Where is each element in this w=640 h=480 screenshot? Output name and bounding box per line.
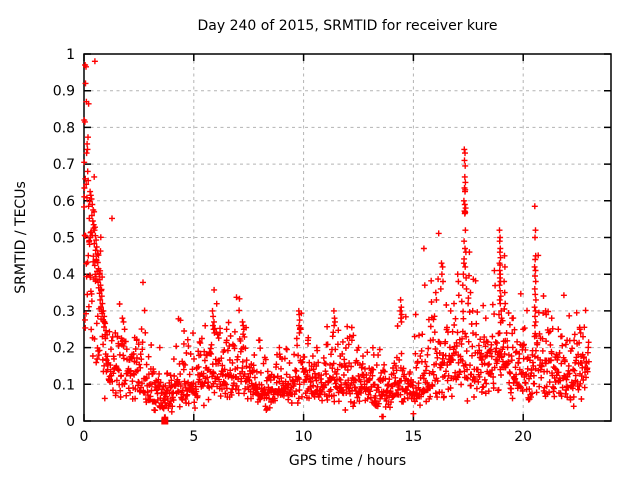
y-tick-label: 0.6 [53, 194, 75, 210]
y-tick-label: 0.4 [53, 267, 75, 283]
y-tick-label: 0.1 [53, 377, 75, 393]
chart-title: Day 240 of 2015, SRMTID for receiver kur… [197, 18, 497, 34]
y-tick-label: 0.8 [53, 120, 75, 136]
scatter-points [81, 58, 592, 425]
y-tick-label: 1 [66, 47, 75, 63]
y-tick-label: 0.9 [53, 84, 75, 100]
x-tick-label: 5 [189, 429, 198, 445]
x-tick-label: 15 [404, 429, 422, 445]
x-tick-label: 0 [80, 429, 89, 445]
y-tick-label: 0.7 [53, 157, 75, 173]
y-tick-label: 0 [66, 414, 75, 430]
grid-lines [84, 54, 611, 421]
data-point-markers [81, 58, 592, 421]
x-axis-label: GPS time / hours [289, 453, 406, 469]
x-tick-label: 10 [295, 429, 313, 445]
tick-labels: 00.10.20.30.40.50.60.70.80.910 5 10 15 20 [53, 47, 532, 445]
y-tick-label: 0.2 [53, 341, 75, 357]
y-tick-label: 0.3 [53, 304, 75, 320]
x-tick-label: 20 [514, 429, 532, 445]
y-tick-label: 0.5 [53, 231, 75, 247]
y-axis-label: SRMTID / TECUs [13, 181, 29, 294]
zero-cluster-square-marker [161, 417, 169, 425]
